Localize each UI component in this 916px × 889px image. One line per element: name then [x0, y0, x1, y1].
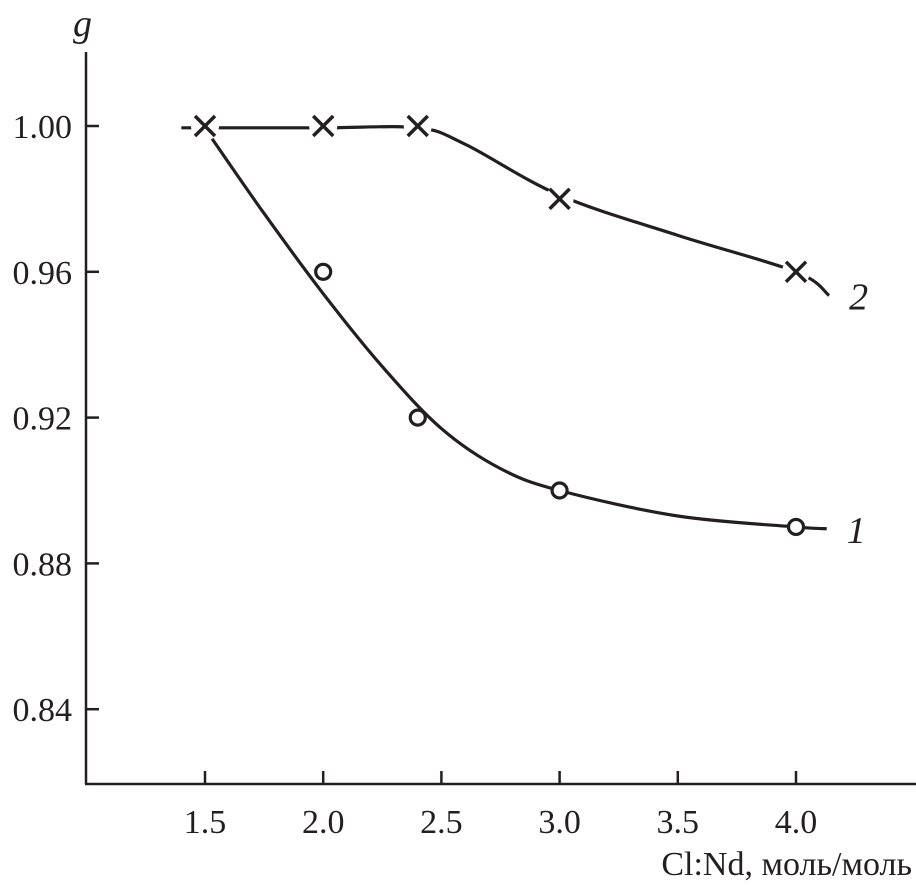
y-tick-label: 0.92: [13, 401, 73, 438]
series-2-point: [309, 112, 338, 140]
x-tick-label: 2.5: [420, 804, 463, 841]
y-tick-label: 0.96: [13, 255, 73, 292]
series-1-point: [314, 262, 333, 281]
series-label: 2: [849, 276, 868, 318]
series-2-point: [545, 184, 574, 213]
x-tick-label: 3.0: [538, 804, 581, 841]
x-tick-label: 4.0: [775, 804, 818, 841]
x-tick-label: 1.5: [184, 804, 227, 841]
cross-marker: [548, 187, 571, 211]
cross-marker: [784, 260, 808, 284]
y-tick-label: 1.00: [13, 109, 73, 146]
cross-marker: [311, 114, 335, 138]
series-2-point: [782, 257, 810, 286]
axes: [84, 52, 916, 786]
x-tick-label: 2.0: [302, 804, 345, 841]
series-1-point: [408, 408, 427, 427]
series-2-line: [181, 125, 831, 297]
y-axis-label: g: [73, 3, 92, 45]
series-2-point: [191, 112, 219, 140]
series-2-point: [403, 112, 432, 140]
y-tick-label: 0.84: [13, 692, 73, 729]
cross-marker: [193, 114, 217, 138]
series-1-point: [786, 517, 806, 537]
cross-marker: [406, 114, 429, 138]
x-axis-label: Cl:Nd, моль/моль: [661, 846, 912, 883]
series-1-line: [210, 137, 827, 531]
series-label: 1: [847, 510, 866, 552]
series-1-point: [550, 481, 569, 500]
y-tick-label: 0.88: [13, 546, 73, 583]
x-tick-label: 3.5: [657, 804, 700, 841]
